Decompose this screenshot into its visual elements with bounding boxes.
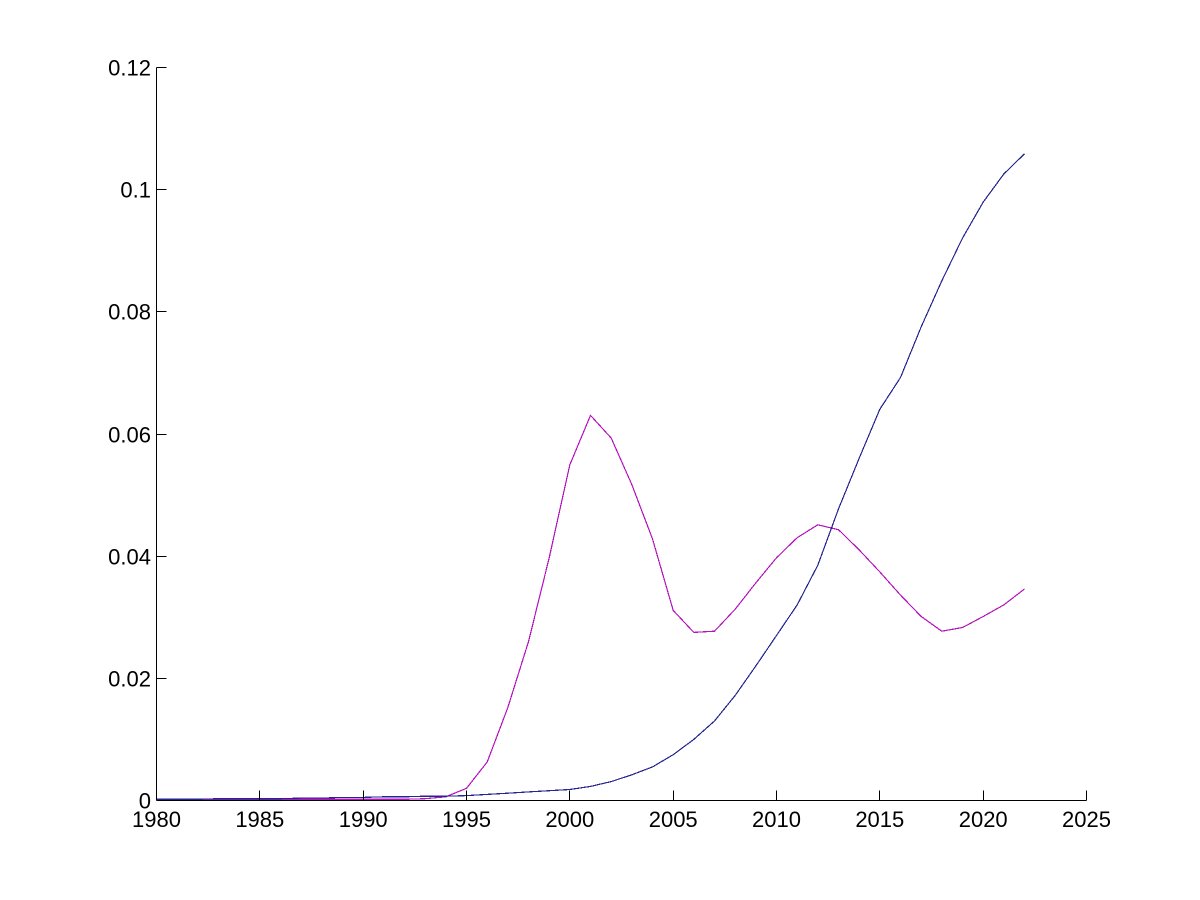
svg-text:0.08: 0.08 xyxy=(108,300,151,325)
svg-text:2000: 2000 xyxy=(545,807,594,832)
svg-text:0: 0 xyxy=(139,789,151,814)
svg-text:1995: 1995 xyxy=(442,807,491,832)
svg-text:2020: 2020 xyxy=(959,807,1008,832)
svg-text:2010: 2010 xyxy=(752,807,801,832)
svg-text:2005: 2005 xyxy=(649,807,698,832)
svg-text:2025: 2025 xyxy=(1062,807,1111,832)
svg-text:1985: 1985 xyxy=(235,807,284,832)
svg-text:0.1: 0.1 xyxy=(120,178,151,203)
svg-text:2015: 2015 xyxy=(855,807,904,832)
svg-text:0.06: 0.06 xyxy=(108,423,151,448)
svg-text:0.02: 0.02 xyxy=(108,667,151,692)
svg-text:0.04: 0.04 xyxy=(108,545,151,570)
svg-text:1990: 1990 xyxy=(339,807,388,832)
svg-text:0.12: 0.12 xyxy=(108,56,151,81)
svg-text:1980: 1980 xyxy=(132,807,181,832)
